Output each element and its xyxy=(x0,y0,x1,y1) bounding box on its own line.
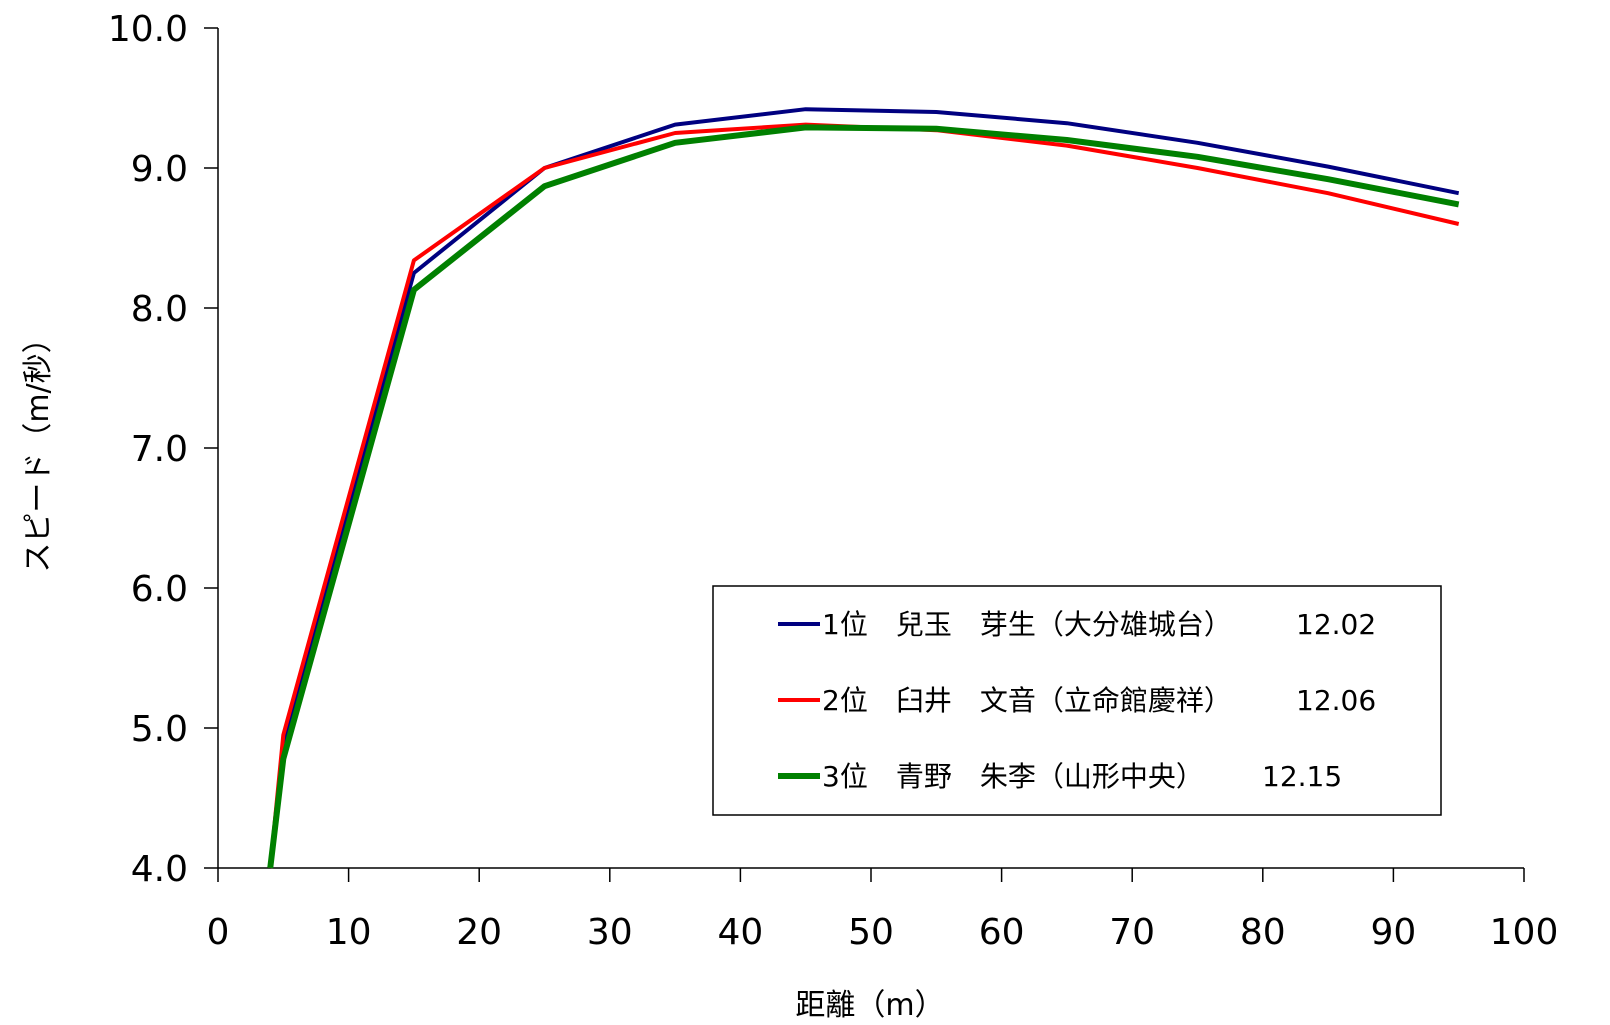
legend-label-2: 2位 臼井 文音（立命館慶祥） xyxy=(822,684,1232,717)
legend: 1位 兒玉 芽生（大分雄城台） 12.02 2位 臼井 文音（立命館慶祥） 12.06… xyxy=(712,585,1442,816)
series-line-3 xyxy=(267,124,1460,869)
legend-time-3: 12.15 xyxy=(1262,760,1342,793)
y-tick-label: 8.0 xyxy=(131,289,188,330)
y-tick-label: 7.0 xyxy=(131,429,188,470)
x-tick-label: 90 xyxy=(1370,912,1416,953)
legend-box xyxy=(712,585,1442,816)
y-tick-label: 9.0 xyxy=(131,149,188,190)
y-axis-title: スピード（m/秒） xyxy=(21,323,56,572)
x-tick-label: 20 xyxy=(456,912,502,953)
y-tick-label: 10.0 xyxy=(108,9,188,50)
plot-lines xyxy=(267,107,1460,869)
y-tick-label: 4.0 xyxy=(131,849,188,890)
x-tick-label: 60 xyxy=(979,912,1025,953)
series-line-1 xyxy=(268,107,1460,869)
legend-label-3: 3位 青野 朱李（山形中央） xyxy=(822,760,1204,793)
x-tick-label: 80 xyxy=(1240,912,1286,953)
x-tick-label: 40 xyxy=(717,912,763,953)
y-tick-label: 6.0 xyxy=(131,569,188,610)
legend-label-1: 1位 兒玉 芽生（大分雄城台） xyxy=(822,608,1232,641)
axes: 4.0 5.0 6.0 7.0 8.0 9.0 10.0 0 10 20 30 40 50 60 70 80 9… xyxy=(108,9,1559,953)
x-tick-label: 100 xyxy=(1490,912,1559,953)
x-tick-label: 10 xyxy=(326,912,372,953)
legend-time-2: 12.06 xyxy=(1296,684,1376,717)
x-tick-label: 70 xyxy=(1109,912,1155,953)
legend-time-1: 12.02 xyxy=(1296,608,1376,641)
x-tick-label: 50 xyxy=(848,912,894,953)
x-axis-title: 距離（m） xyxy=(795,988,944,1023)
x-tick-label: 30 xyxy=(587,912,633,953)
x-tick-label: 0 xyxy=(207,912,230,953)
y-tick-label: 5.0 xyxy=(131,709,188,750)
